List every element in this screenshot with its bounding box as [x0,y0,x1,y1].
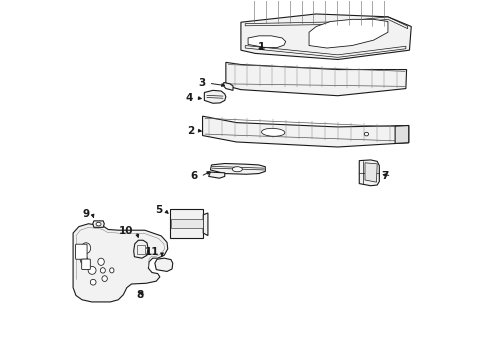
Polygon shape [364,163,376,182]
Polygon shape [247,36,285,48]
Text: 8: 8 [136,291,143,301]
Ellipse shape [364,132,368,136]
Ellipse shape [261,129,284,136]
Text: 11: 11 [144,247,159,257]
FancyBboxPatch shape [76,244,87,259]
Text: 2: 2 [187,126,194,135]
Polygon shape [155,258,172,271]
Text: 3: 3 [198,78,205,88]
Text: 9: 9 [82,209,89,219]
Polygon shape [241,14,410,59]
Polygon shape [204,90,225,103]
Polygon shape [223,82,233,90]
Ellipse shape [232,167,242,172]
Ellipse shape [109,268,114,273]
Polygon shape [133,240,148,258]
Ellipse shape [96,222,101,226]
Polygon shape [394,126,408,143]
Polygon shape [308,19,387,48]
Polygon shape [93,221,104,227]
Text: 1: 1 [258,42,265,52]
Text: 10: 10 [119,226,133,236]
Text: 6: 6 [190,171,198,181]
Polygon shape [170,210,203,238]
Polygon shape [225,62,406,96]
FancyBboxPatch shape [81,259,90,270]
Ellipse shape [100,268,105,273]
Polygon shape [210,163,265,174]
Polygon shape [73,224,167,302]
Ellipse shape [102,276,107,282]
Ellipse shape [81,243,90,253]
Ellipse shape [80,255,87,264]
Polygon shape [171,219,202,228]
Text: 7: 7 [381,171,388,181]
Text: 5: 5 [155,206,162,216]
Ellipse shape [88,266,96,274]
Polygon shape [203,213,207,235]
Polygon shape [202,116,408,147]
Ellipse shape [98,258,104,265]
Ellipse shape [90,279,96,285]
Polygon shape [208,172,224,178]
Polygon shape [359,160,379,186]
Text: 4: 4 [185,93,192,103]
